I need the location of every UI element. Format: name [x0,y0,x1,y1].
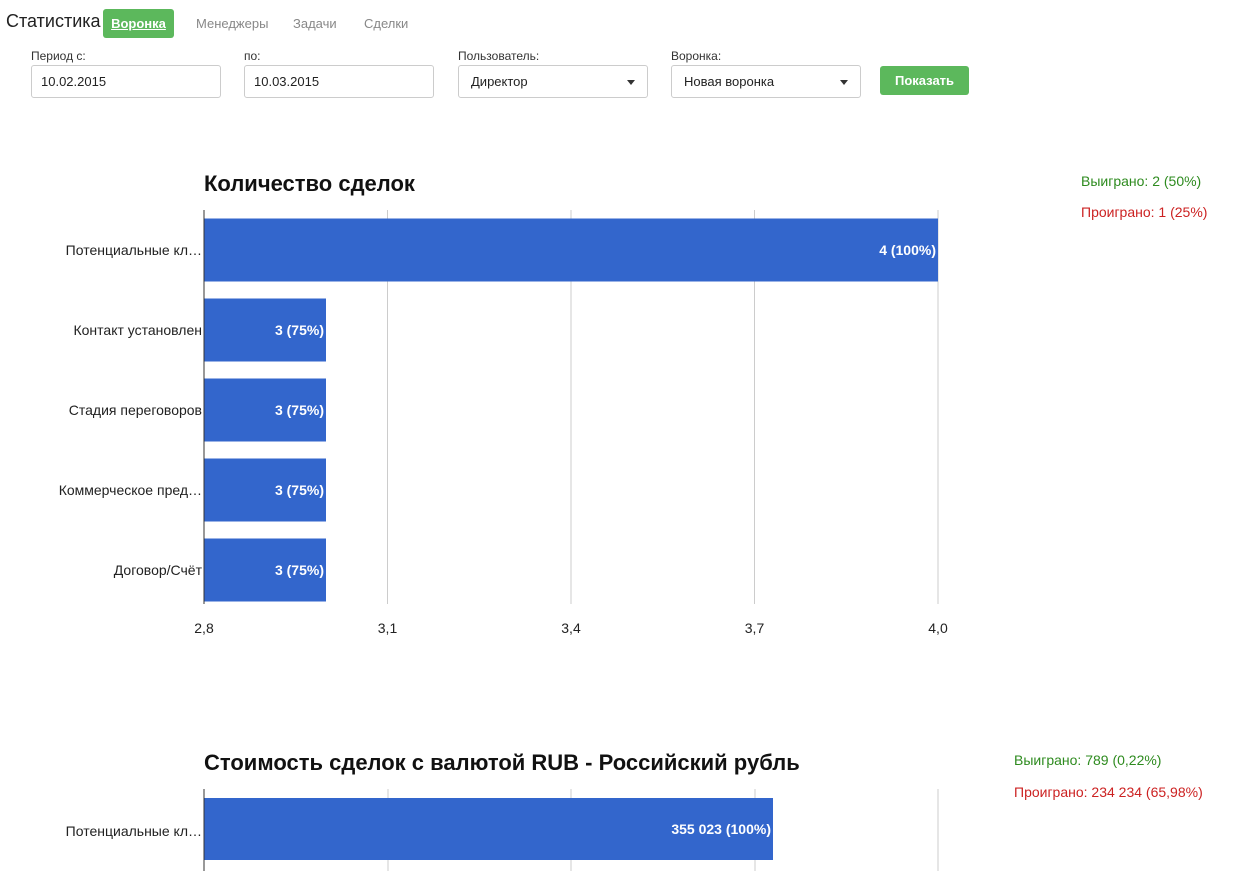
tab-tasks[interactable]: Задачи [293,16,337,31]
tab-managers[interactable]: Менеджеры [196,16,269,31]
x-tick-label: 3,1 [378,620,398,636]
tab-funnel[interactable]: Воронка [103,9,174,38]
page-title: Статистика [6,11,101,31]
bar [204,378,326,442]
category-label: Потенциальные кл… [66,242,202,258]
bar-value-label: 3 (75%) [275,482,324,498]
won-stat-deal-value: Выиграно: 789 (0,22%) [1014,752,1162,768]
bar [204,298,326,362]
show-button[interactable]: Показать [880,66,969,95]
tab-deals[interactable]: Сделки [364,16,409,31]
x-tick-label: 3,4 [561,620,581,636]
funnel-select-value: Новая воронка [684,74,775,89]
category-label: Коммерческое пред… [59,482,202,498]
category-label: Потенциальные кл… [66,823,202,839]
category-label: Стадия переговоров [69,402,202,418]
category-label: Контакт установлен [73,322,202,338]
user-label: Пользователь: [458,49,540,63]
x-tick-label: 4,0 [928,620,948,636]
funnel-label: Воронка: [671,49,722,63]
bar-value-label: 4 (100%) [879,242,936,258]
period-to-label: по: [244,49,261,63]
funnel-select[interactable]: Новая воронка [671,65,861,98]
bar-value-label: 355 023 (100%) [671,821,771,837]
category-label: Договор/Счёт [114,562,203,578]
bar [204,218,938,282]
period-from-label: Период с: [31,49,86,63]
user-select-value: Директор [471,74,528,89]
bar [204,798,773,860]
chart-title-deal-value: Стоимость сделок с валютой RUB - Российс… [204,750,800,775]
lost-stat-deal-value: Проиграно: 234 234 (65,98%) [1014,784,1203,800]
chart-title-deal-count: Количество сделок [204,171,415,196]
bar-value-label: 3 (75%) [275,562,324,578]
won-stat-deal-count: Выиграно: 2 (50%) [1081,173,1202,189]
bar-value-label: 3 (75%) [275,322,324,338]
x-tick-label: 2,8 [194,620,214,636]
period-to-input[interactable]: 10.03.2015 [244,65,434,98]
bar [204,458,326,522]
user-select[interactable]: Директор [458,65,648,98]
chevron-down-icon [627,80,635,85]
bar-value-label: 3 (75%) [275,402,324,418]
x-tick-label: 3,7 [745,620,765,636]
lost-stat-deal-count: Проиграно: 1 (25%) [1081,204,1208,220]
bar [204,538,326,602]
chevron-down-icon [840,80,848,85]
period-from-input[interactable]: 10.02.2015 [31,65,221,98]
